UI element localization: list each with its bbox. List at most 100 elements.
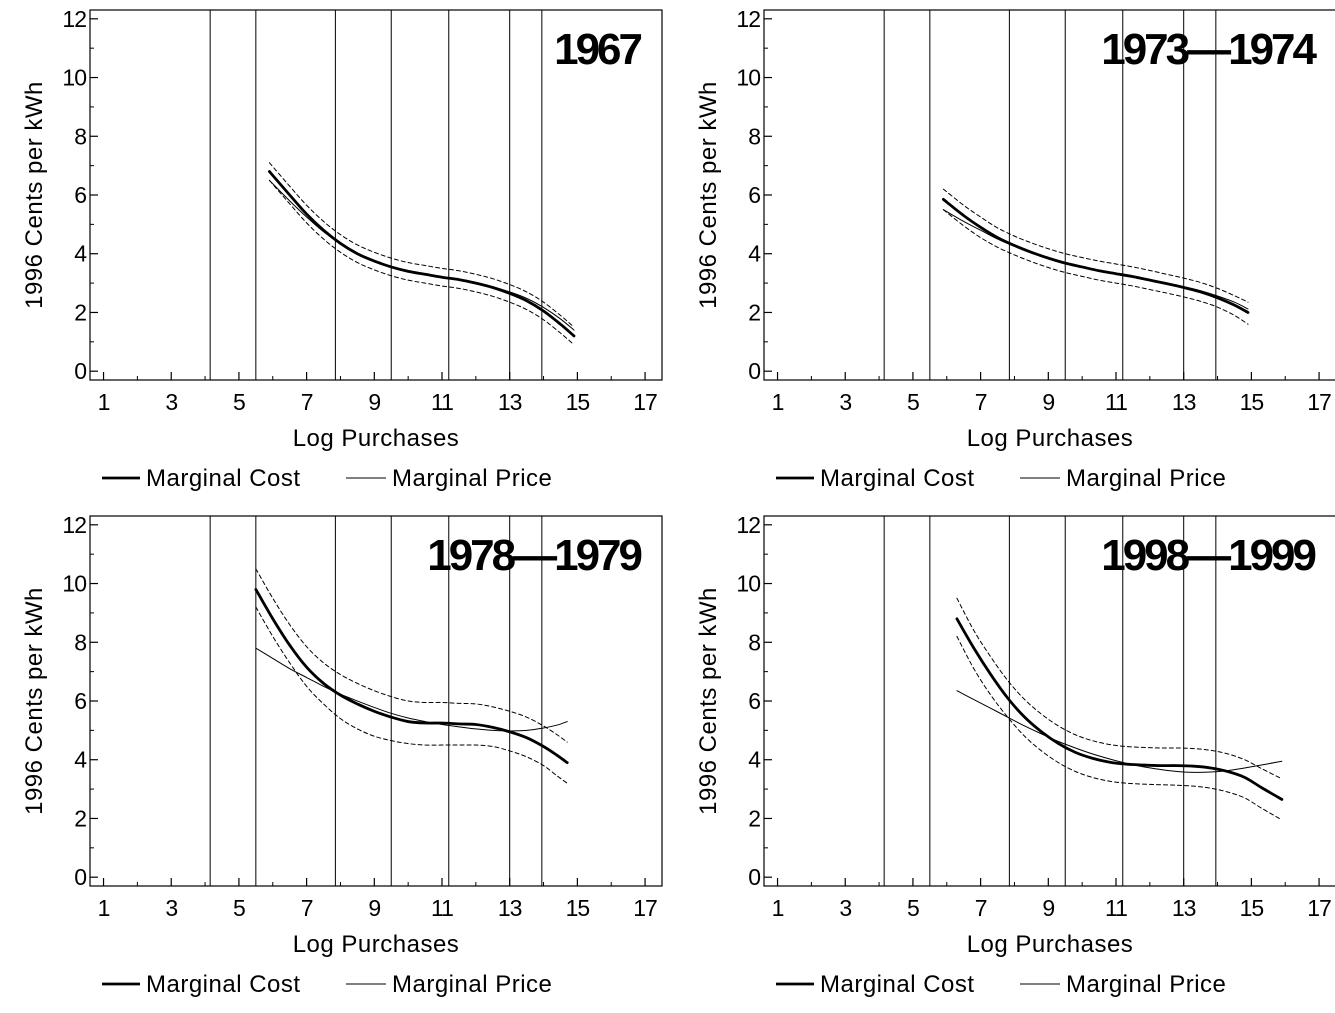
marginal-price-line (268, 179, 575, 331)
y-tick-label: 4 (74, 747, 87, 773)
y-tick-label: 12 (62, 6, 86, 32)
x-tick-label: 1 (98, 895, 110, 921)
x-tick-label: 1 (772, 389, 784, 415)
x-tick-label: 13 (498, 389, 522, 415)
x-axis-title: Log Purchases (293, 425, 460, 452)
y-tick-label: 12 (62, 512, 86, 538)
y-axis-title: 1996 Cents per kWh (21, 81, 48, 309)
y-tick-label: 6 (74, 182, 86, 208)
marginal-price-line (956, 690, 1283, 773)
x-tick-label: 15 (566, 895, 590, 921)
x-tick-label: 11 (431, 895, 453, 921)
x-tick-label: 17 (633, 895, 657, 921)
confidence-band-line (956, 597, 1283, 780)
x-tick-label: 1 (98, 389, 110, 415)
y-tick-label: 2 (74, 805, 86, 831)
marginal-price-line (942, 209, 1249, 310)
x-tick-label: 15 (1240, 895, 1264, 921)
x-tick-label: 13 (1172, 389, 1196, 415)
legend-cost-label: Marginal Cost (146, 465, 301, 492)
x-tick-label: 9 (1042, 389, 1054, 415)
x-tick-label: 9 (1042, 895, 1054, 921)
x-tick-label: 15 (566, 389, 590, 415)
y-tick-label: 12 (736, 6, 760, 32)
x-tick-label: 3 (165, 389, 177, 415)
y-axis-title: 1996 Cents per kWh (21, 587, 48, 815)
marginal-cost-line (955, 617, 1284, 801)
legend-cost-label: Marginal Cost (820, 465, 975, 492)
marginal-cost-line (267, 170, 576, 338)
legend-price-label: Marginal Price (1066, 971, 1226, 998)
y-tick-label: 2 (748, 299, 760, 325)
x-tick-label: 11 (431, 389, 453, 415)
y-tick-label: 0 (748, 358, 760, 384)
x-tick-label: 1 (772, 895, 784, 921)
marginal-cost-line (254, 588, 569, 765)
legend-price-label: Marginal Price (392, 465, 552, 492)
panel-title: 1978—1979 (427, 531, 641, 580)
x-tick-label: 7 (301, 895, 313, 921)
panel-title: 1998—1999 (1101, 531, 1315, 580)
panel-title: 1973—1974 (1101, 25, 1317, 74)
x-tick-label: 9 (368, 895, 380, 921)
marginal-price-line (255, 647, 568, 732)
y-tick-label: 12 (736, 512, 760, 538)
y-tick-label: 8 (748, 123, 760, 149)
y-tick-label: 0 (74, 864, 86, 890)
y-tick-label: 10 (736, 65, 760, 91)
x-tick-label: 3 (165, 895, 177, 921)
confidence-band-line (956, 635, 1283, 821)
y-tick-label: 10 (62, 571, 86, 597)
y-tick-label: 6 (74, 688, 86, 714)
legend-price-label: Marginal Price (392, 971, 552, 998)
y-tick-label: 4 (74, 241, 87, 267)
y-tick-label: 2 (74, 299, 86, 325)
legend-cost-label: Marginal Cost (820, 971, 975, 998)
x-tick-label: 17 (1307, 389, 1331, 415)
x-tick-label: 17 (633, 389, 657, 415)
x-tick-label: 3 (839, 389, 851, 415)
y-tick-label: 8 (748, 629, 760, 655)
legend-price-label: Marginal Price (1066, 465, 1226, 492)
y-tick-label: 10 (62, 65, 86, 91)
y-tick-label: 4 (748, 747, 761, 773)
x-tick-label: 13 (498, 895, 522, 921)
x-tick-label: 17 (1307, 895, 1331, 921)
x-axis-title: Log Purchases (293, 931, 460, 958)
x-tick-label: 5 (907, 389, 919, 415)
x-tick-label: 9 (368, 389, 380, 415)
x-tick-label: 5 (233, 895, 245, 921)
legend-cost-label: Marginal Cost (146, 971, 301, 998)
confidence-band-line (268, 179, 575, 346)
x-tick-label: 5 (233, 389, 245, 415)
y-tick-label: 2 (748, 805, 760, 831)
x-tick-label: 7 (975, 895, 987, 921)
x-tick-label: 11 (1105, 895, 1127, 921)
y-tick-label: 8 (74, 123, 86, 149)
confidence-band-line (255, 606, 568, 784)
y-tick-label: 0 (748, 864, 760, 890)
marginal-cost-line (941, 198, 1250, 314)
confidence-band-line (268, 162, 575, 328)
x-tick-label: 11 (1105, 389, 1127, 415)
x-tick-label: 3 (839, 895, 851, 921)
x-tick-label: 7 (301, 389, 313, 415)
x-tick-label: 5 (907, 895, 919, 921)
y-tick-label: 6 (748, 688, 760, 714)
x-tick-label: 15 (1240, 389, 1264, 415)
confidence-band-line (255, 568, 568, 743)
x-axis-title: Log Purchases (967, 931, 1134, 958)
y-tick-label: 8 (74, 629, 86, 655)
y-tick-label: 6 (748, 182, 760, 208)
confidence-band-line (942, 209, 1249, 325)
y-tick-label: 0 (74, 358, 86, 384)
x-axis-title: Log Purchases (967, 425, 1134, 452)
y-axis-title: 1996 Cents per kWh (695, 81, 722, 309)
y-tick-label: 10 (736, 571, 760, 597)
y-axis-title: 1996 Cents per kWh (695, 587, 722, 815)
panel-title: 1967 (554, 25, 641, 74)
